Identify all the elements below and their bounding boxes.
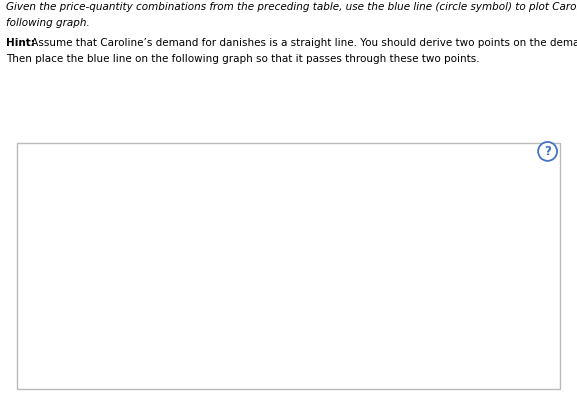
Text: Assume that Caroline’s demand for danishes is a straight line. You should derive: Assume that Caroline’s demand for danish…: [28, 38, 577, 48]
Text: Then place the blue line on the following graph so that it passes through these : Then place the blue line on the followin…: [6, 54, 479, 64]
Text: Hint:: Hint:: [6, 38, 35, 48]
Text: following graph.: following graph.: [6, 18, 89, 28]
X-axis label: QUANTITY (Danishes): QUANTITY (Danishes): [166, 380, 278, 389]
Text: ?: ?: [544, 145, 551, 158]
Y-axis label: PRICE (Dollars per danish): PRICE (Dollars per danish): [32, 190, 42, 326]
Legend: Demand: Demand: [402, 160, 474, 170]
Text: Given the price-quantity combinations from the preceding table, use the blue lin: Given the price-quantity combinations fr…: [6, 2, 577, 12]
